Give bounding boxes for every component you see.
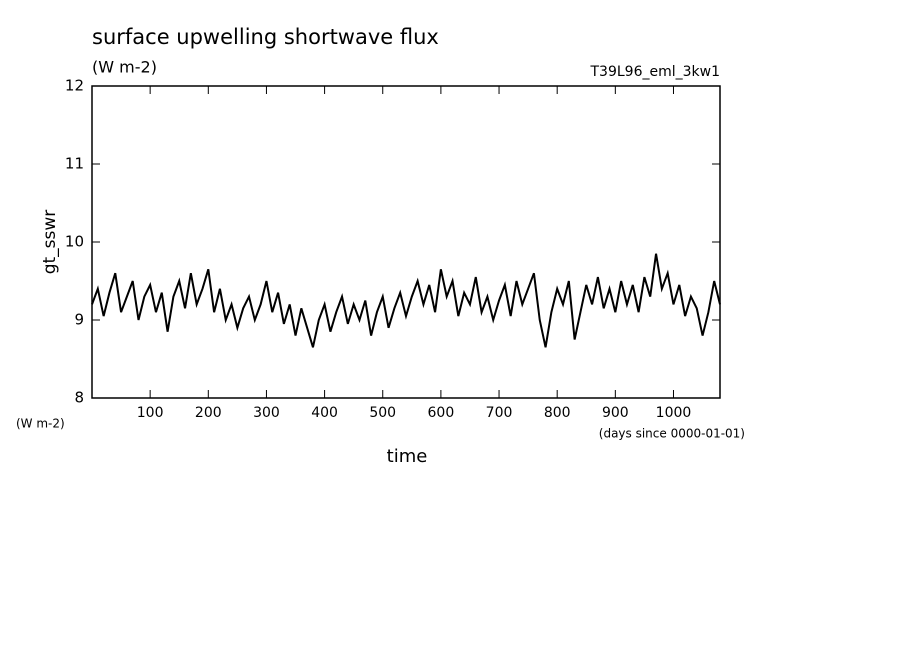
y-units: (W m-2) <box>16 417 65 431</box>
chart-subtitle: (W m-2) <box>92 58 157 77</box>
y-tick-label: 10 <box>65 233 84 251</box>
x-tick-label: 1000 <box>656 405 692 421</box>
x-axis-label: time <box>387 446 428 467</box>
x-tick-label: 800 <box>544 405 571 421</box>
x-tick-label: 100 <box>137 405 164 421</box>
x-tick-label: 300 <box>253 405 280 421</box>
chart-title: surface upwelling shortwave flux <box>92 25 439 49</box>
plot-frame <box>91 85 721 399</box>
y-tick-label: 8 <box>74 389 84 407</box>
run-label: T39L96_eml_3kw1 <box>590 64 721 80</box>
y-tick-label: 12 <box>65 77 84 95</box>
x-tick-label: 900 <box>602 405 629 421</box>
y-axis-label: gt_sswr <box>40 210 60 275</box>
y-tick-label: 9 <box>74 311 84 329</box>
x-tick-label: 700 <box>486 405 513 421</box>
x-tick-label: 500 <box>369 405 396 421</box>
y-tick-label: 11 <box>65 155 84 173</box>
x-tick-label: 600 <box>428 405 455 421</box>
x-units: (days since 0000-01-01) <box>599 427 745 441</box>
series-line <box>91 253 721 348</box>
x-tick-label: 200 <box>195 405 222 421</box>
x-tick-label: 400 <box>311 405 338 421</box>
